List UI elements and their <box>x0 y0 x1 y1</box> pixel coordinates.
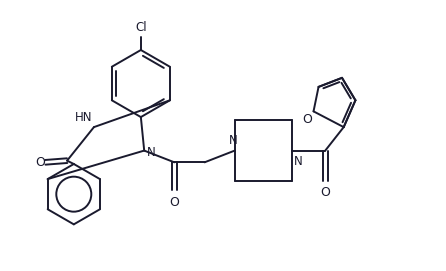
Text: N: N <box>147 146 156 159</box>
Text: HN: HN <box>75 111 92 124</box>
Text: N: N <box>229 134 237 147</box>
Text: O: O <box>35 156 45 169</box>
Text: O: O <box>169 195 179 208</box>
Text: O: O <box>320 186 330 199</box>
Text: Cl: Cl <box>135 21 147 34</box>
Text: O: O <box>302 113 312 126</box>
Text: N: N <box>293 155 302 167</box>
